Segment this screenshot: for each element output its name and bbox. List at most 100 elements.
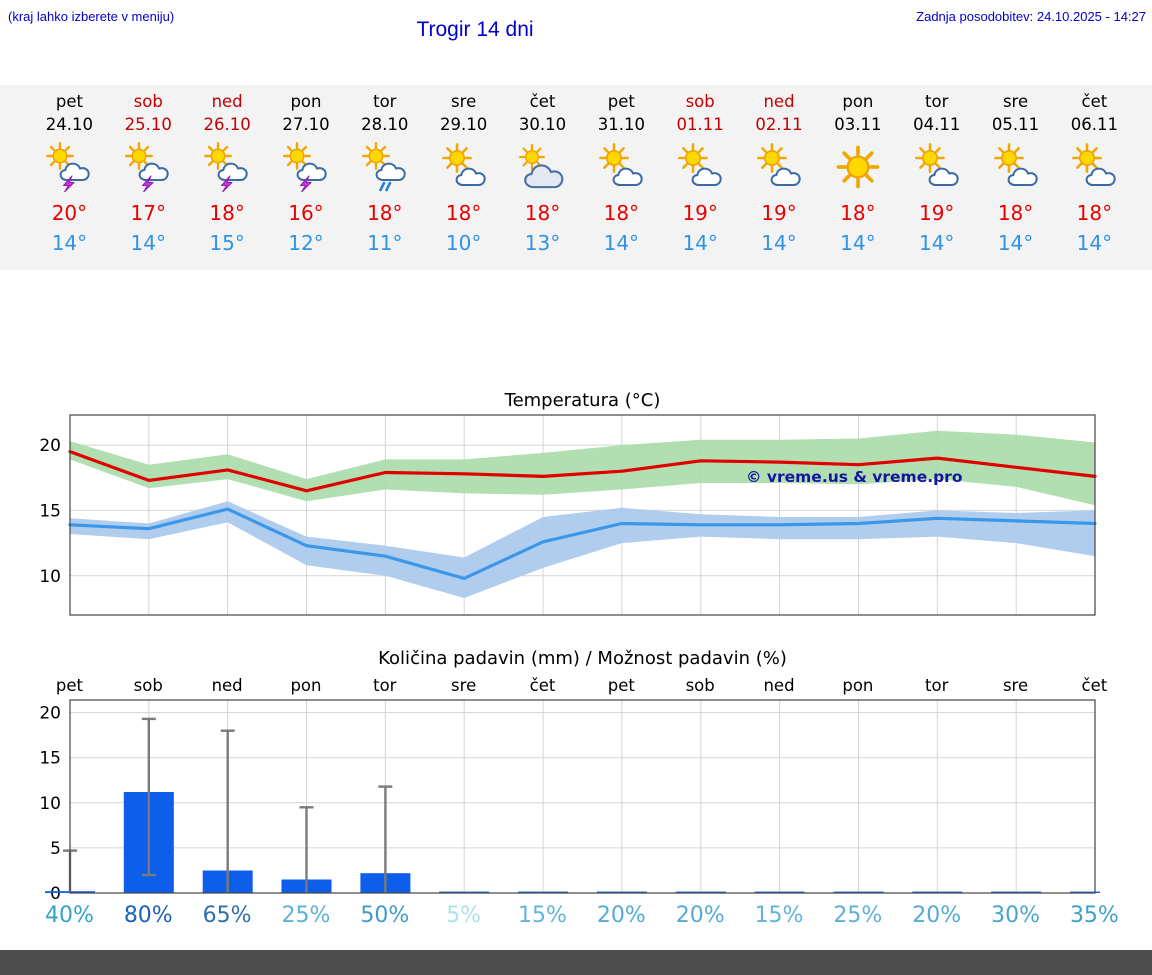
precip-probability: 20% — [912, 903, 962, 928]
precip-probability: 20% — [596, 903, 646, 928]
day-name: ned — [763, 92, 795, 111]
icon-glyph — [205, 143, 246, 192]
location-menu-note: (kraj lahko izberete v meniju) — [8, 9, 175, 24]
svg-text:15: 15 — [39, 501, 61, 521]
precip-probability: 35% — [1069, 903, 1119, 928]
partly-icon — [674, 142, 726, 192]
icon-glyph — [1074, 144, 1115, 185]
day-name: ned — [211, 92, 243, 111]
thunder-icon — [122, 142, 174, 192]
forecast-day: tor 04.11 19° 14° — [897, 85, 976, 270]
precip-day-label: tor — [925, 676, 949, 695]
forecast-day: pon 03.11 18° 14° — [818, 85, 897, 270]
temp-max: 18° — [445, 201, 482, 225]
temp-min: 14° — [603, 231, 640, 255]
thunder-icon — [43, 142, 95, 192]
day-date: 25.10 — [124, 115, 172, 134]
precip-day-label: sob — [133, 676, 163, 695]
forecast-days-row: pet 24.10 20° 14° sob 25.10 17° 14° ned … — [30, 85, 1134, 270]
temp-min: 13° — [524, 231, 561, 255]
day-date: 01.11 — [676, 115, 724, 134]
temp-min: 14° — [682, 231, 718, 255]
temp-max: 19° — [761, 201, 797, 225]
temp-max: 18° — [367, 201, 403, 225]
day-date: 30.10 — [518, 115, 567, 134]
precip-day-label: tor — [373, 676, 397, 695]
temp-min: 12° — [288, 231, 324, 255]
temp-max: 19° — [682, 201, 718, 225]
icon-glyph — [443, 144, 484, 185]
precip-day-label: ned — [211, 676, 243, 695]
icon-glyph — [838, 147, 877, 186]
partly-icon — [595, 142, 647, 192]
temp-max: 16° — [288, 201, 324, 225]
icon-glyph — [995, 144, 1036, 185]
temp-max: 18° — [603, 201, 640, 225]
day-date: 27.10 — [282, 115, 330, 134]
temp-max: 20° — [51, 201, 88, 225]
day-name: pet — [55, 92, 83, 111]
forecast-day: pet 24.10 20° 14° — [30, 85, 109, 270]
svg-text:10: 10 — [39, 567, 61, 587]
precip-probability: 20% — [675, 903, 725, 928]
temp-max: 18° — [840, 201, 876, 225]
forecast-day: sob 25.10 17° 14° — [109, 85, 188, 270]
precipitation-chart-title: Količina padavin (mm) / Možnost padavin … — [378, 648, 787, 669]
precip-day-label: pon — [842, 676, 874, 695]
temp-min: 14° — [918, 231, 955, 255]
thunder-icon — [201, 142, 253, 192]
partly-icon — [990, 142, 1042, 192]
forecast-day: ned 02.11 19° 14° — [740, 85, 819, 270]
svg-text:20: 20 — [39, 436, 61, 456]
forecast-day: pon 27.10 16° 12° — [267, 85, 346, 270]
day-date: 26.10 — [203, 115, 251, 134]
icon-glyph — [680, 144, 721, 185]
temp-min: 14° — [761, 231, 797, 255]
forecast-day: čet 06.11 18° 14° — [1055, 85, 1134, 270]
forecast-day: pet 31.10 18° 14° — [582, 85, 661, 270]
temperature-chart-title: Temperatura (°C) — [504, 390, 661, 411]
precip-day-label: čet — [529, 676, 556, 695]
thunder-icon — [280, 142, 332, 192]
temp-min: 10° — [445, 231, 482, 255]
day-date: 31.10 — [597, 115, 645, 134]
precip-probability: 50% — [360, 903, 410, 928]
day-name: sre — [1002, 92, 1029, 111]
precip-day-label: pet — [55, 676, 83, 695]
precip-day-label: sre — [1002, 676, 1029, 695]
temp-min: 14° — [997, 231, 1034, 255]
precip-day-label: čet — [1081, 676, 1108, 695]
precip-day-label: pon — [290, 676, 322, 695]
day-date: 28.10 — [361, 115, 409, 134]
day-name: tor — [373, 92, 397, 111]
temp-max: 18° — [1076, 201, 1113, 225]
partly-icon — [911, 142, 963, 192]
day-name: tor — [925, 92, 949, 111]
precip-day-labels-row: pet sob ned pon tor sre čet pet sob ned pon tor sre č… — [30, 676, 1134, 695]
day-name: sob — [133, 92, 163, 111]
svg-text:20: 20 — [39, 704, 61, 724]
page-title: Trogir 14 dni — [416, 18, 534, 41]
svg-text:15: 15 — [39, 749, 61, 769]
partly-icon — [438, 142, 490, 192]
day-name: čet — [529, 92, 556, 111]
icon-glyph — [916, 144, 957, 185]
temp-min: 11° — [367, 231, 403, 255]
forecast-strip: pet 24.10 20° 14° sob 25.10 17° 14° ned … — [0, 85, 1152, 270]
precip-probability: 30% — [991, 903, 1040, 928]
day-name: sre — [451, 92, 477, 111]
day-date: 03.11 — [834, 115, 882, 134]
forecast-day: ned 26.10 18° 15° — [188, 85, 267, 270]
day-date: 29.10 — [440, 115, 488, 134]
precip-probability: 25% — [281, 903, 331, 928]
icon-glyph — [521, 145, 563, 187]
day-date: 06.11 — [1070, 115, 1119, 134]
bottom-bar — [0, 950, 1152, 975]
icon-glyph — [284, 143, 325, 192]
last-updated: Zadnja posodobitev: 24.10.2025 - 14:27 — [916, 9, 1146, 24]
watermark-link[interactable]: © vreme.us & vreme.pro — [746, 468, 963, 486]
day-name: čet — [1081, 92, 1108, 111]
day-date: 24.10 — [45, 115, 94, 134]
